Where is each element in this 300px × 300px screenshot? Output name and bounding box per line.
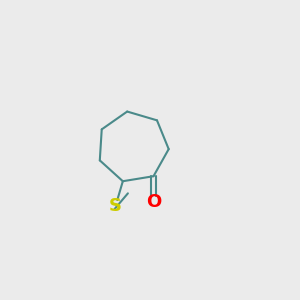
- Text: O: O: [146, 193, 161, 211]
- Text: S: S: [109, 196, 122, 214]
